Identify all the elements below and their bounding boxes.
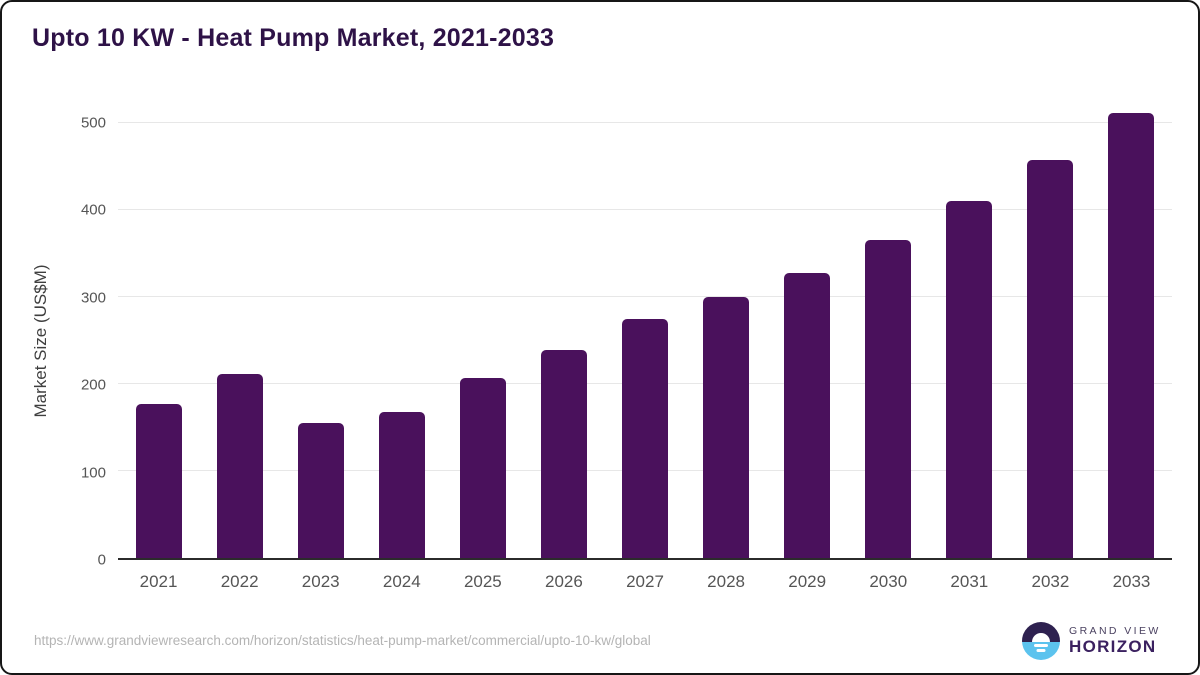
bar-slot-2024: [361, 123, 442, 558]
x-tick-label-2023: 2023: [301, 572, 340, 591]
bar-slot-2031: [929, 123, 1010, 558]
x-tick-label-2022: 2022: [220, 572, 259, 591]
bar-2022: [216, 374, 263, 558]
x-tick-label-2026: 2026: [545, 572, 583, 591]
gridline-300: [118, 296, 1172, 297]
x-tick-label-2033: 2033: [1112, 572, 1151, 591]
x-tick-label-2027: 2027: [626, 572, 664, 591]
x-tick-label-2028: 2028: [707, 572, 745, 591]
bar-slot-2030: [848, 123, 929, 558]
logo-text: GRAND VIEW HORIZON: [1069, 625, 1161, 657]
logo-product-name: HORIZON: [1069, 637, 1157, 657]
bar-2029: [784, 272, 831, 558]
bar-2030: [865, 240, 912, 558]
logo-sun-shape: [1032, 633, 1050, 643]
bar-2023: [297, 423, 344, 558]
bar-2032: [1027, 159, 1074, 558]
grand-view-horizon-logo: GRAND VIEW HORIZON: [1022, 622, 1161, 660]
bar-series: [118, 113, 1172, 558]
bar-slot-2023: [280, 123, 361, 558]
chart-title: Upto 10 KW - Heat Pump Market, 2021-2033: [32, 24, 555, 52]
x-tick-label-2029: 2029: [788, 572, 827, 591]
plot-area: [118, 113, 1172, 560]
bar-2026: [540, 350, 587, 558]
y-tick-label-400: 400: [80, 201, 106, 219]
bar-slot-2025: [442, 123, 523, 558]
x-axis-ticks: 2021 2022 2023 2024 2025 2026 2027 2028 2029 2030…: [118, 572, 1172, 592]
horizon-sunrise-icon: [1022, 622, 1060, 660]
gridline-400: [118, 209, 1172, 210]
bar-2021: [135, 404, 182, 558]
logo-reflection-line-1: [1034, 644, 1048, 648]
y-axis-ticks: 0 100 200 300 400 500: [2, 116, 106, 568]
y-tick-label-100: 100: [80, 464, 106, 482]
x-tick-label-2032: 2032: [1031, 572, 1070, 591]
bar-slot-2033: [1091, 113, 1172, 558]
bar-slot-2021: [118, 123, 199, 558]
logo-brand-name: GRAND VIEW: [1069, 625, 1161, 638]
bar-slot-2028: [686, 123, 767, 558]
x-tick-label-2031: 2031: [950, 572, 989, 591]
x-tick-label-2021: 2021: [139, 572, 178, 591]
bar-slot-2026: [523, 123, 604, 558]
bar-2024: [378, 411, 425, 558]
source-url: https://www.grandviewresearch.com/horizo…: [34, 633, 651, 648]
bar-slot-2029: [767, 123, 848, 558]
bar-2027: [622, 318, 668, 558]
gridline-500: [118, 122, 1172, 123]
x-tick-label-2024: 2024: [382, 572, 421, 591]
bar-2031: [946, 201, 993, 558]
bar-2025: [459, 377, 506, 558]
bar-slot-2032: [1010, 123, 1091, 558]
y-tick-label-200: 200: [80, 376, 106, 394]
x-tick-label-2030: 2030: [869, 572, 908, 591]
y-tick-label-300: 300: [80, 289, 106, 307]
y-tick-label-0: 0: [97, 551, 106, 569]
bar-2028: [703, 297, 750, 558]
y-tick-label-500: 500: [80, 114, 106, 132]
x-tick-label-2025: 2025: [463, 572, 502, 591]
bar-slot-2022: [199, 123, 280, 558]
bar-2033: [1108, 113, 1155, 558]
bar-slot-2027: [604, 123, 685, 558]
logo-sky-half: [1022, 622, 1060, 643]
logo-reflection-line-2: [1036, 649, 1046, 653]
